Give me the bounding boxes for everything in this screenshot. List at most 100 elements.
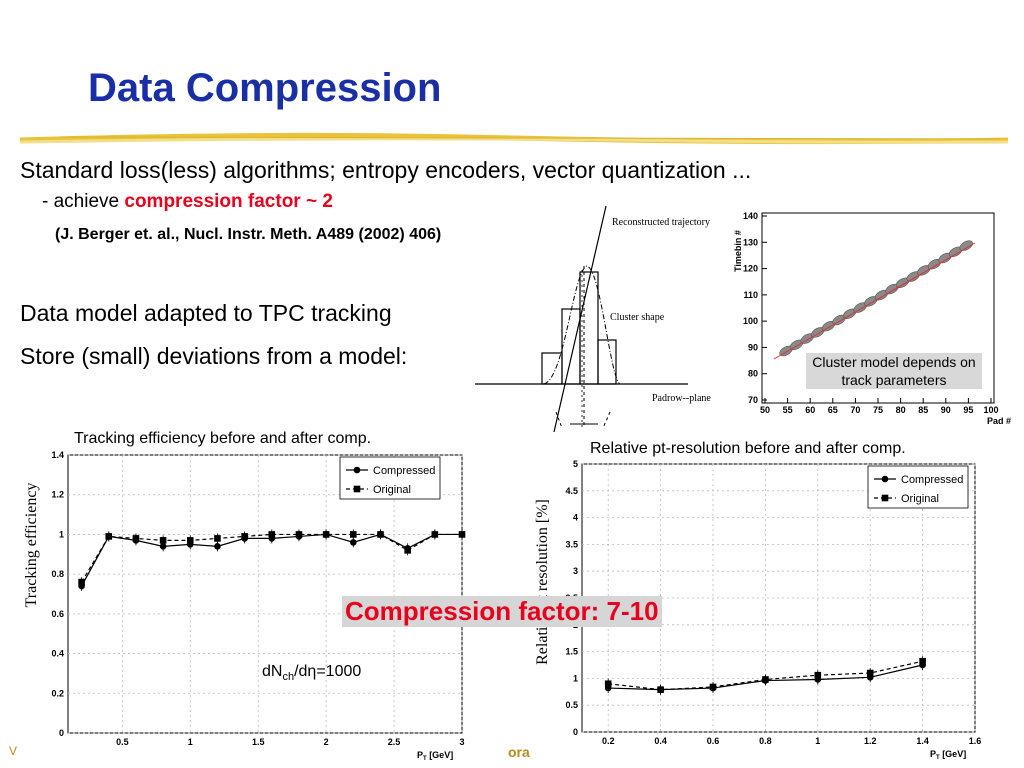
footer-fragment-left: V (9, 744, 18, 758)
cluster-model-ticks: 50 55 60 65 70 75 80 85 90 95 100 70 80 90 100 110 120 13… (743, 211, 999, 415)
timebin-tick-label: 130 (743, 237, 758, 247)
point-original (295, 531, 303, 538)
efficiency-chart: 0.5 1 1.5 2 2.5 3 0 0.2 0.4 0.6 0.8 1 1.2 1.4 PT [GeV]… (23, 450, 466, 762)
x-tick-label: 1.2 (864, 736, 877, 746)
point-original (78, 578, 85, 586)
y-tick-label: 3.5 (565, 539, 578, 549)
point-original (458, 531, 466, 538)
cluster-blob (959, 240, 973, 251)
pad-tick-label: 60 (805, 405, 815, 415)
deta-text: /dη=1000 (294, 663, 362, 680)
pad-tick-label: 80 (896, 405, 906, 415)
point-original (762, 676, 769, 683)
x-tick-label: 0.5 (116, 737, 129, 747)
x-tick-label: 1 (188, 737, 193, 747)
x-axis-label: PT [GeV] (930, 749, 966, 761)
y-tick-label: 0.5 (565, 700, 578, 710)
point-original (241, 533, 248, 540)
legend-marker (881, 475, 889, 483)
y-tick-label: 0.4 (51, 649, 64, 659)
point-original (159, 537, 167, 544)
point-original (657, 686, 664, 693)
pad-tick-label: 95 (963, 405, 973, 415)
y-tick-label: 0.2 (51, 688, 64, 698)
timebin-tick-label: 90 (748, 342, 758, 352)
intro-line: Standard loss(less) algorithms; entropy … (20, 157, 752, 183)
legend-entry: Original (901, 493, 939, 505)
timebin-tick-label: 100 (743, 316, 758, 326)
pad-tick-label: 55 (783, 405, 793, 415)
point-compressed (214, 543, 221, 550)
x-tick-label: 3 (459, 737, 464, 747)
timebin-tick-label: 80 (748, 369, 758, 379)
point-original (709, 683, 717, 691)
label-cluster-shape: Cluster shape (610, 312, 665, 323)
x-axis-label: PT [GeV] (417, 750, 453, 762)
y-tick-label: 3 (573, 566, 578, 576)
y-axis-label: Tracking efficiency (23, 483, 40, 608)
pad-tick-label: 90 (941, 405, 951, 415)
ch-subscript: ch (282, 671, 295, 684)
cluster-model-plot: 50 55 60 65 70 75 80 85 90 95 100 70 80 90 100 110 120 13… (733, 211, 1011, 426)
timebin-tick-label: 70 (748, 395, 758, 405)
fit-line (773, 242, 976, 360)
footer-fragment: ora (508, 744, 530, 760)
x-tick-label: 1.5 (252, 737, 265, 747)
pad-tick-label: 100 (983, 405, 998, 415)
point-original (866, 669, 874, 677)
cluster-shape-diagram: Reconstructed trajectory Cluster shape P… (475, 205, 711, 432)
y-tick-label: 5 (573, 459, 578, 469)
legend-marker (353, 466, 361, 474)
cluster-model-caption: Cluster model depends on track parameter… (806, 353, 982, 389)
x-tick-label: 0.4 (654, 736, 667, 746)
legend-marker (881, 494, 889, 502)
compression-factor-badge: Compression factor: 7-10 (342, 596, 662, 627)
slide-title: Data Compression (88, 66, 442, 110)
point-original (186, 537, 194, 544)
label-padrow-plane: Padrow--plane (652, 393, 711, 404)
x-tick-label: 1.6 (969, 736, 982, 746)
legend-marker (353, 485, 361, 493)
point-original (132, 535, 140, 542)
point-original (105, 533, 113, 540)
legend-entry: Compressed (373, 465, 435, 477)
reference: (J. Berger et. al., Nucl. Instr. Meth. A… (55, 226, 442, 243)
legend-entry: Original (373, 484, 411, 496)
timebin-axis-label: Timebin # (733, 230, 743, 272)
pad-tick-label: 50 (760, 405, 770, 415)
point-compressed (159, 543, 167, 550)
pad-tick-label: 75 (873, 405, 883, 415)
bullet-data-model: Data model adapted to TPC tracking (20, 300, 392, 326)
title-underline (20, 132, 1008, 145)
y-tick-label: 4.5 (565, 486, 578, 496)
timebin-tick-label: 120 (743, 264, 758, 274)
x-tick-label: 2 (324, 737, 329, 747)
y-tick-label: 1 (573, 673, 578, 683)
x-tick-label: 1.4 (916, 736, 929, 746)
y-axis-label: Relative pt resolution [%] (534, 499, 551, 665)
y-tick-label: 1.2 (51, 490, 64, 500)
x-tick-label: 0.8 (759, 736, 772, 746)
point-original (919, 657, 926, 665)
point-original (604, 680, 612, 688)
timebin-tick-label: 140 (743, 211, 758, 221)
pad-tick-label: 85 (918, 405, 928, 415)
pad-tick-label: 70 (850, 405, 860, 415)
x-tick-label: 0.6 (707, 736, 720, 746)
point-original (350, 531, 357, 538)
y-tick-label: 0.6 (51, 609, 64, 619)
point-compressed (350, 539, 357, 546)
dn-text: dN (262, 663, 283, 680)
y-tick-label: 1.5 (565, 647, 578, 657)
legend-entry: Compressed (901, 474, 963, 486)
point-original (322, 531, 330, 538)
x-tick-label: 0.2 (602, 736, 615, 746)
point-original (268, 531, 276, 538)
y-tick-label: 4 (573, 513, 578, 523)
label-reconstructed-trajectory: Reconstructed trajectory (612, 217, 710, 228)
cluster-blobs (779, 240, 973, 357)
compression-factor-highlight: compression factor ~ 2 (124, 191, 333, 212)
pad-tick-label: 65 (828, 405, 838, 415)
bullet-store-deviations: Store (small) deviations from a model: (20, 343, 408, 369)
point-original (404, 547, 411, 554)
